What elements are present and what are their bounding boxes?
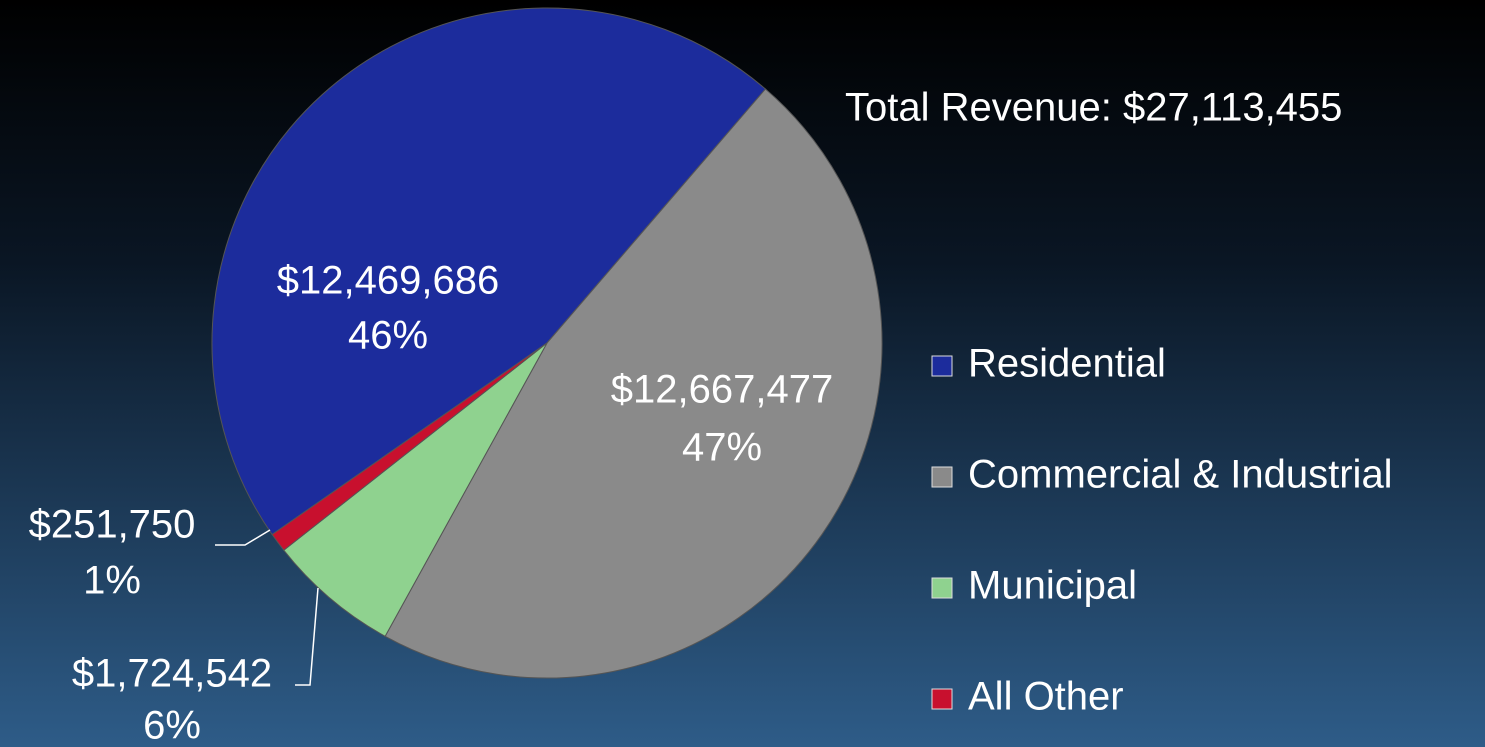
percent-label: 46% (348, 314, 428, 358)
value-label: $251,750 (29, 503, 196, 547)
legend-swatch (931, 466, 953, 488)
legend-label: Residential (968, 342, 1166, 386)
leader-line (215, 529, 271, 546)
value-label: $12,667,477 (611, 368, 833, 412)
legend-label: Municipal (968, 564, 1137, 608)
legend-label: All Other (968, 675, 1124, 719)
value-label: $12,469,686 (277, 259, 499, 303)
leader-line (295, 587, 319, 686)
percent-label: 1% (83, 559, 141, 603)
chart-title: Total Revenue: $27,113,455 (845, 86, 1342, 130)
value-label: $1,724,542 (72, 652, 272, 696)
percent-label: 6% (143, 704, 201, 747)
legend-label: Commercial & Industrial (968, 453, 1393, 497)
pie-slice (283, 342, 548, 637)
pie-slice (271, 342, 548, 551)
percent-label: 47% (682, 426, 762, 470)
legend-swatch (931, 688, 953, 710)
pie-slice (384, 88, 883, 679)
pie-slice (211, 7, 767, 536)
legend-swatch (931, 355, 953, 377)
legend-swatch (931, 577, 953, 599)
